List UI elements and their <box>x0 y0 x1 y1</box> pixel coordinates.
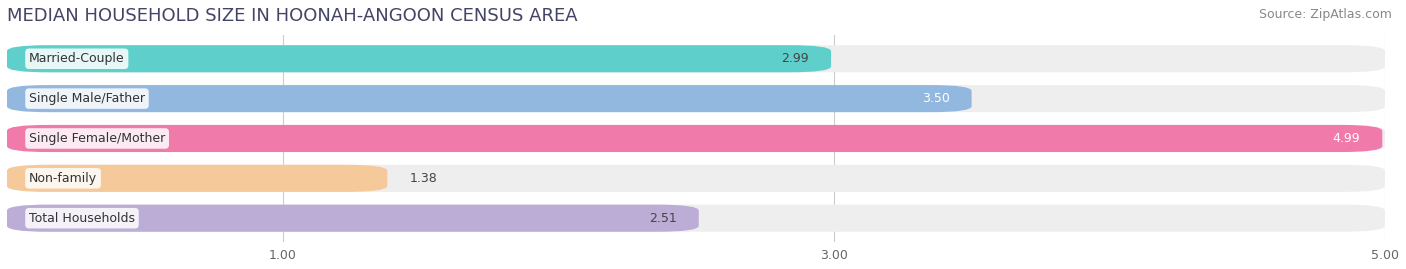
FancyBboxPatch shape <box>7 85 972 112</box>
Text: Non-family: Non-family <box>30 172 97 185</box>
FancyBboxPatch shape <box>7 165 1385 192</box>
Text: 2.51: 2.51 <box>650 212 676 225</box>
Text: Married-Couple: Married-Couple <box>30 52 125 65</box>
FancyBboxPatch shape <box>7 45 1385 72</box>
Text: 2.99: 2.99 <box>782 52 808 65</box>
Text: MEDIAN HOUSEHOLD SIZE IN HOONAH-ANGOON CENSUS AREA: MEDIAN HOUSEHOLD SIZE IN HOONAH-ANGOON C… <box>7 7 578 25</box>
FancyBboxPatch shape <box>7 205 699 232</box>
FancyBboxPatch shape <box>7 165 387 192</box>
FancyBboxPatch shape <box>7 125 1382 152</box>
FancyBboxPatch shape <box>7 125 1385 152</box>
Text: 3.50: 3.50 <box>922 92 949 105</box>
Text: 4.99: 4.99 <box>1333 132 1360 145</box>
FancyBboxPatch shape <box>7 85 1385 112</box>
Text: Single Male/Father: Single Male/Father <box>30 92 145 105</box>
Text: Single Female/Mother: Single Female/Mother <box>30 132 166 145</box>
Text: 1.38: 1.38 <box>409 172 437 185</box>
FancyBboxPatch shape <box>7 45 831 72</box>
Text: Source: ZipAtlas.com: Source: ZipAtlas.com <box>1258 8 1392 21</box>
Text: Total Households: Total Households <box>30 212 135 225</box>
FancyBboxPatch shape <box>7 205 1385 232</box>
